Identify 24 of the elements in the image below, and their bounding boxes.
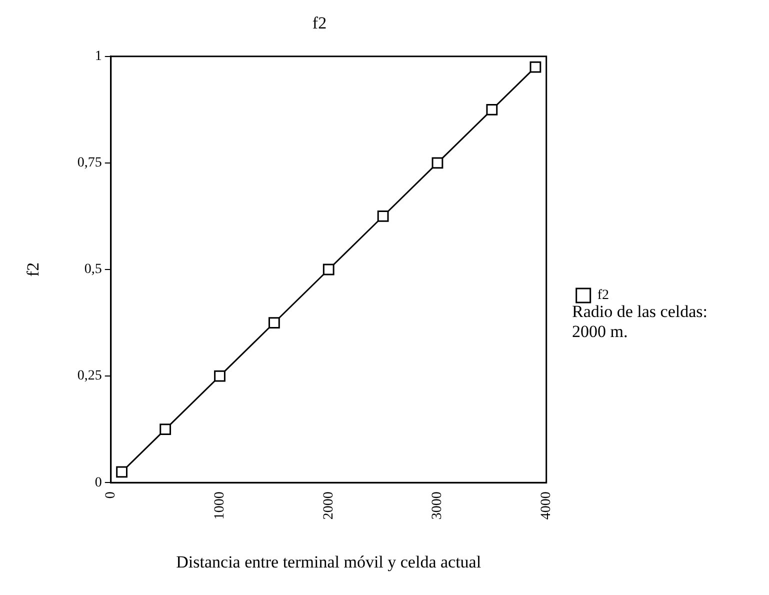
- point: [268, 317, 280, 328]
- y-tick-label: 0,5: [84, 262, 102, 278]
- x-tick-label: 3000: [430, 492, 446, 520]
- chart-title: f2: [312, 14, 327, 33]
- x-tick-label: 1000: [212, 492, 228, 520]
- x-axis-title: Distancia entre terminal móvil y celda actual: [176, 552, 482, 572]
- point: [486, 104, 498, 116]
- legend-label: f2: [597, 288, 610, 304]
- point: [377, 210, 389, 222]
- y-tick-label: 0,75: [77, 156, 102, 171]
- y-tick-label: 1: [94, 49, 102, 64]
- text: Radio de las celdas: 2000 m.: [572, 302, 708, 342]
- point: [214, 370, 226, 382]
- x-tick-label: 2000: [321, 492, 336, 520]
- point: [116, 466, 128, 478]
- point: [160, 424, 172, 436]
- point: [322, 264, 334, 276]
- y-axis-title: f2: [24, 262, 43, 277]
- y-tick-label: 0: [94, 475, 102, 490]
- point: [432, 157, 444, 169]
- x-tick-label: 4000: [539, 492, 554, 520]
- point: [530, 61, 542, 73]
- x-tick-label: 0: [104, 492, 119, 499]
- y-tick-label: 0,25: [77, 368, 102, 384]
